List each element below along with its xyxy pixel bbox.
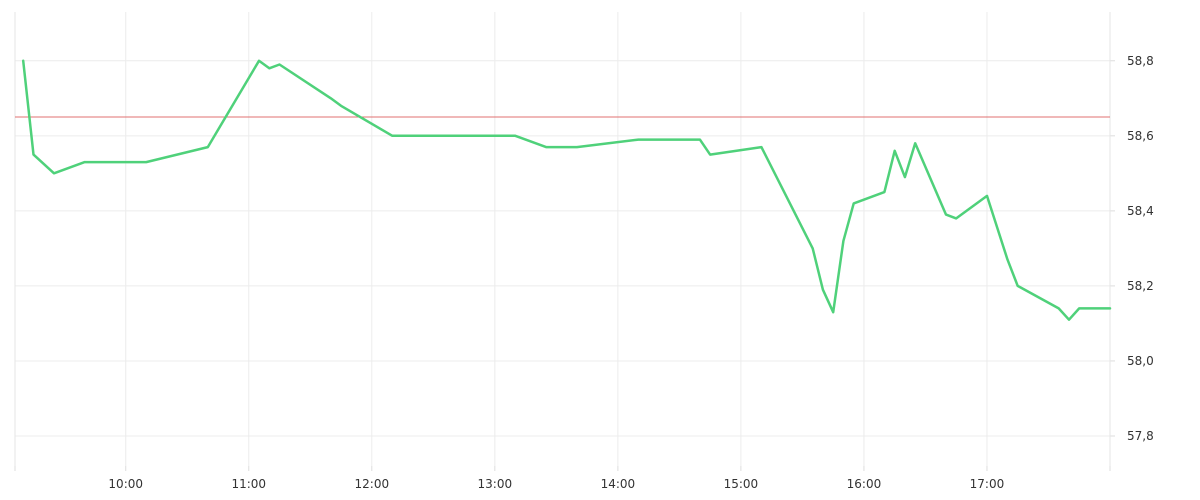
y-tick-label: 57,8 <box>1127 429 1154 443</box>
y-tick-label: 58,4 <box>1127 204 1154 218</box>
grid <box>15 12 1110 466</box>
y-tick-label: 58,6 <box>1127 129 1154 143</box>
x-tick-label: 12:00 <box>355 477 390 491</box>
x-tick-label: 17:00 <box>970 477 1005 491</box>
x-tick-label: 13:00 <box>478 477 513 491</box>
y-tick-label: 58,2 <box>1127 279 1154 293</box>
x-tick-label: 10:00 <box>108 477 143 491</box>
axes <box>14 12 1115 471</box>
x-tick-label: 14:00 <box>601 477 636 491</box>
x-tick-label: 16:00 <box>847 477 882 491</box>
series-layer <box>21 59 1112 321</box>
y-tick-label: 58,8 <box>1127 54 1154 68</box>
series-line <box>21 59 1112 321</box>
x-tick-label: 15:00 <box>724 477 759 491</box>
x-tick-label: 11:00 <box>231 477 266 491</box>
y-tick-label: 58,0 <box>1127 354 1154 368</box>
tick-labels: 58,8 58,6 58,4 58,2 58,0 57,8 10:00 11:00 12:00 1… <box>108 54 1153 491</box>
